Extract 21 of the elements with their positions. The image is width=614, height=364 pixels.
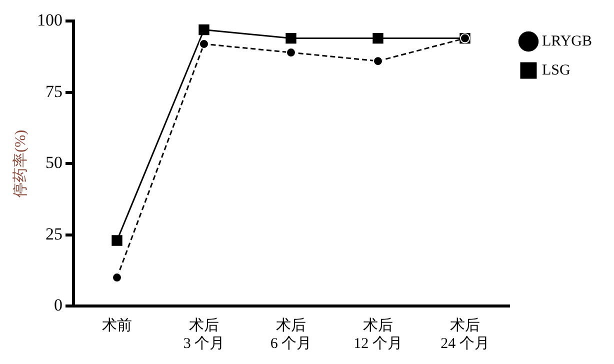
x-tick-label: 术后 6 个月 [270,316,312,352]
point [286,32,296,44]
point [372,56,383,66]
y-axis-title: 停药率(%) [12,130,29,198]
point [198,38,209,49]
point [198,24,210,36]
y-tick-label: 0 [54,295,62,314]
y-tick-label: 50 [46,153,62,172]
y-tick-label: 75 [46,82,62,101]
point [286,48,296,58]
y-tick-label: 100 [37,10,62,30]
legend-label: LSG [542,62,570,78]
point [112,272,122,283]
x-tick-label: 术后 3 个月 [183,316,225,352]
legend-label: LRYGB [542,33,592,50]
point [372,32,384,44]
point [112,235,122,246]
x-tick-label: 术后 12 个月 [354,316,402,352]
x-tick-label: 术后 24 个月 [440,316,490,352]
x-tick-label: 术前 [102,316,132,334]
y-tick-label: 25 [46,224,62,244]
